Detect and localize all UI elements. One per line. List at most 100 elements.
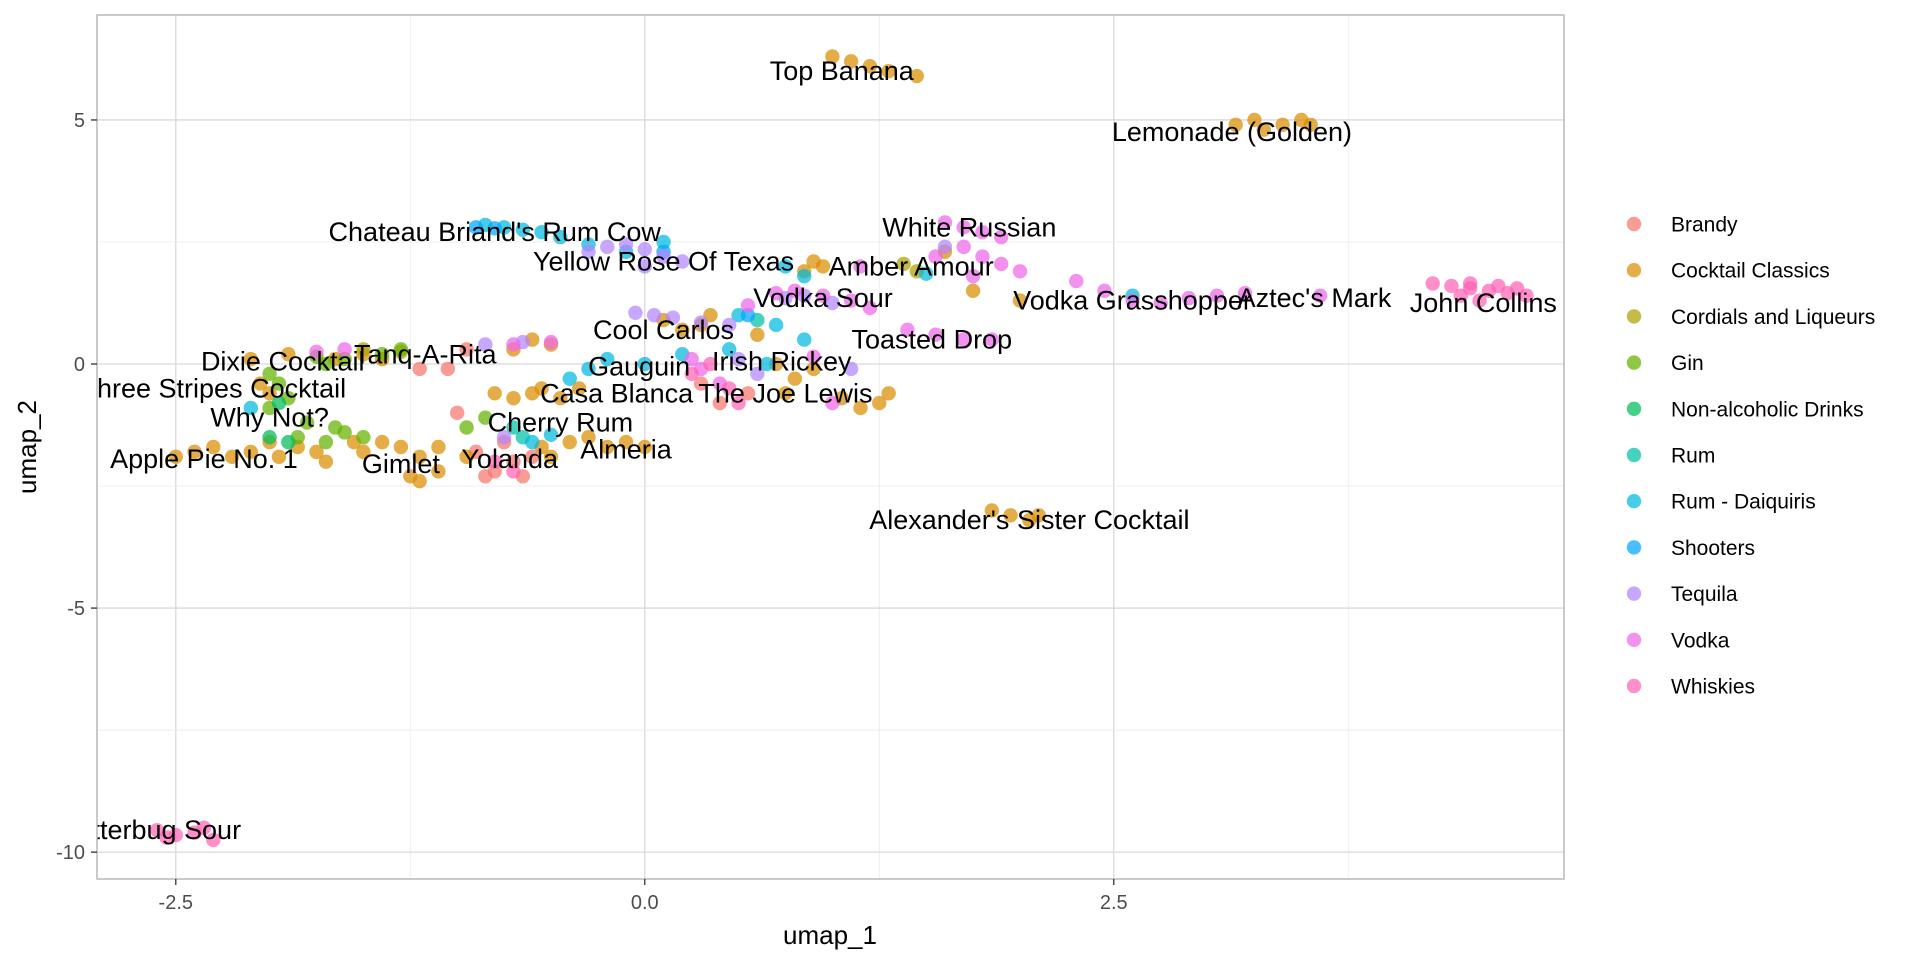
- legend-label: Tequila: [1671, 583, 1738, 606]
- data-point: [956, 239, 971, 255]
- data-point: [825, 395, 840, 411]
- data-point: [196, 820, 212, 835]
- data-point: [262, 386, 277, 401]
- data-point: [712, 395, 728, 411]
- data-point: [703, 356, 718, 372]
- point-label: Yolanda: [461, 444, 559, 474]
- data-point: [721, 342, 737, 357]
- data-point: [1097, 283, 1112, 298]
- legend-key: [1626, 586, 1642, 601]
- data-point: [843, 361, 859, 377]
- data-point: [243, 351, 259, 367]
- data-point: [825, 49, 840, 64]
- data-point: [1181, 290, 1197, 306]
- point-label: Yellow Rose Of Texas: [533, 247, 794, 277]
- point-label: Jitterbug Sour: [73, 815, 241, 845]
- data-point: [403, 469, 418, 484]
- legend-key: [1626, 355, 1642, 370]
- data-point: [374, 347, 390, 362]
- data-point: [487, 221, 502, 236]
- legend-label: Cocktail Classics: [1671, 260, 1830, 283]
- data-point: [449, 405, 465, 421]
- data-point: [740, 298, 756, 313]
- y-tick-label: -5: [67, 598, 85, 620]
- data-point: [262, 366, 277, 381]
- data-point: [815, 259, 831, 274]
- data-point: [1031, 508, 1046, 523]
- legend-label: Non-alcoholic Drinks: [1671, 398, 1864, 421]
- data-point: [1425, 276, 1440, 291]
- data-point: [937, 215, 953, 230]
- data-point: [431, 464, 446, 479]
- legend-label: Rum - Daiquiris: [1671, 491, 1816, 514]
- point-label: The Joe Lewis: [698, 378, 872, 408]
- data-point: [693, 376, 709, 391]
- data-point: [374, 434, 390, 450]
- data-point: [562, 434, 577, 450]
- data-point: [356, 444, 371, 460]
- data-point: [1519, 288, 1534, 303]
- data-point: [459, 449, 474, 464]
- data-point: [168, 449, 183, 464]
- data-point: [253, 376, 268, 391]
- point-label: Irish Rickey: [712, 347, 852, 377]
- data-point: [543, 449, 559, 464]
- point-label: Gimlet: [362, 449, 441, 479]
- data-point: [356, 342, 371, 357]
- point-label: Amber Amour: [829, 251, 994, 281]
- data-point: [412, 361, 427, 377]
- data-point: [928, 249, 943, 264]
- data-point: [900, 322, 915, 338]
- data-point: [506, 464, 521, 479]
- data-point: [525, 434, 540, 450]
- data-point: [1444, 278, 1459, 294]
- data-point: [937, 239, 953, 255]
- legend-key: [1626, 678, 1642, 694]
- data-point: [975, 225, 990, 240]
- data-point: [206, 832, 221, 848]
- data-point: [853, 400, 868, 416]
- data-point: [543, 427, 559, 442]
- legend-key: [1626, 401, 1642, 416]
- data-point: [684, 351, 699, 367]
- data-point: [731, 351, 746, 367]
- data-point: [862, 59, 878, 74]
- data-point: [243, 444, 259, 460]
- data-point: [1247, 112, 1262, 128]
- data-point: [646, 308, 662, 323]
- legend-label: Shooters: [1671, 537, 1755, 560]
- data-point: [1003, 508, 1018, 523]
- data-point: [440, 361, 456, 377]
- data-point: [468, 220, 484, 235]
- data-point: [224, 449, 240, 464]
- data-point: [496, 430, 512, 445]
- data-point: [271, 449, 287, 464]
- data-point: [487, 386, 502, 401]
- data-point: [693, 315, 709, 330]
- data-point: [918, 266, 934, 281]
- data-point: [750, 366, 765, 381]
- point-label: Dixie Cocktail: [201, 347, 365, 377]
- data-point: [262, 430, 277, 445]
- data-point: [534, 225, 549, 240]
- data-point: [806, 361, 821, 377]
- data-point: [684, 366, 699, 381]
- data-point: [478, 469, 493, 484]
- data-point: [768, 286, 784, 301]
- data-point: [721, 317, 737, 333]
- point-label: Toasted Drop: [852, 325, 1013, 355]
- x-axis-title: umap_1: [783, 920, 877, 950]
- data-point: [637, 439, 652, 455]
- legend-label: Brandy: [1671, 214, 1738, 237]
- x-tick-label: 2.5: [1100, 892, 1128, 914]
- data-point: [281, 434, 296, 450]
- data-point: [159, 830, 174, 845]
- data-point: [581, 361, 596, 377]
- data-point: [928, 327, 943, 342]
- data-point: [581, 430, 596, 445]
- data-point: [656, 249, 671, 264]
- legend-key: [1626, 540, 1642, 555]
- data-point: [731, 395, 746, 411]
- data-point: [187, 444, 202, 460]
